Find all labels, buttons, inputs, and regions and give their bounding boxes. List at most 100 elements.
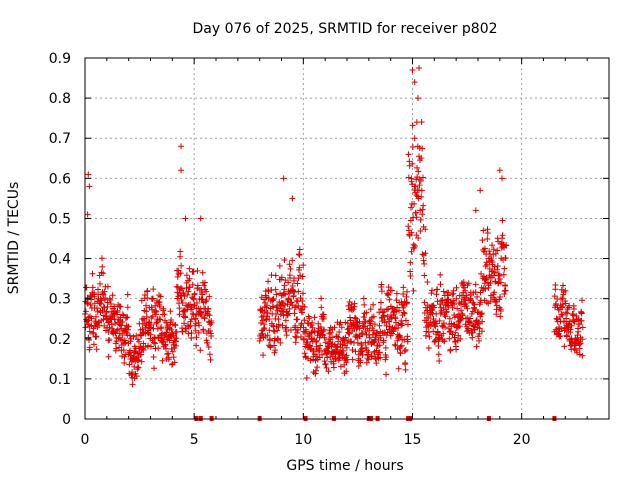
data-point [188, 329, 195, 336]
data-point [482, 276, 489, 283]
data-point [559, 312, 566, 319]
data-point [497, 313, 504, 320]
data-point [151, 365, 158, 372]
data-point [501, 288, 508, 295]
data-point [313, 337, 320, 344]
data-point [334, 343, 341, 350]
data-point [403, 293, 410, 300]
data-point [355, 362, 362, 369]
data-point [409, 160, 416, 167]
data-point [469, 329, 476, 336]
data-point [360, 295, 367, 302]
data-point [461, 284, 468, 291]
data-point [317, 324, 324, 331]
data-point [401, 348, 408, 355]
y-tick-label: 0.8 [49, 91, 71, 107]
data-point [303, 328, 310, 335]
data-point [268, 322, 275, 329]
data-point [299, 290, 306, 297]
data-point [384, 292, 391, 299]
data-point [147, 343, 154, 350]
data-point [434, 329, 441, 336]
data-point [168, 317, 175, 324]
data-point [143, 302, 150, 309]
data-point [293, 334, 300, 341]
data-point [117, 303, 124, 310]
data-point [183, 272, 190, 279]
data-point [352, 314, 359, 321]
data-point [371, 321, 378, 328]
data-point [456, 323, 463, 330]
data-point [483, 299, 490, 306]
data-point [386, 296, 393, 303]
data-point [478, 310, 485, 317]
data-point [457, 316, 464, 323]
data-point [204, 339, 211, 346]
data-point [281, 256, 288, 263]
data-point [553, 300, 560, 307]
data-point [295, 251, 302, 258]
data-point [394, 337, 401, 344]
data-point [272, 347, 279, 354]
data-point [169, 348, 176, 355]
data-point [416, 182, 423, 189]
data-point [354, 340, 361, 347]
data-point [449, 304, 456, 311]
data-point [385, 284, 392, 291]
data-point [85, 334, 92, 341]
data-point [358, 348, 365, 355]
data-point [168, 326, 175, 333]
data-point [157, 293, 164, 300]
data-point [579, 297, 586, 304]
data-point [386, 318, 393, 325]
data-point [404, 338, 411, 345]
data-point [195, 329, 202, 336]
data-point [199, 289, 206, 296]
data-point [377, 299, 384, 306]
data-point [451, 301, 458, 308]
data-point [422, 226, 429, 233]
data-point [277, 311, 284, 318]
data-point [303, 374, 310, 381]
data-point [382, 344, 389, 351]
data-point [278, 274, 285, 281]
data-point [174, 273, 181, 280]
data-point [94, 305, 101, 312]
data-point [419, 251, 426, 258]
data-point [173, 335, 180, 342]
data-point [404, 299, 411, 306]
data-point [179, 328, 186, 335]
data-point [405, 151, 412, 158]
data-point [176, 305, 183, 312]
data-point [377, 354, 384, 361]
data-point [284, 301, 291, 308]
data-point [440, 330, 447, 337]
data-point [275, 316, 282, 323]
data-point [400, 291, 407, 298]
data-point [569, 311, 576, 318]
data-point [365, 356, 372, 363]
data-point [138, 358, 145, 365]
data-point [99, 307, 106, 314]
data-point [497, 279, 504, 286]
data-point [201, 279, 208, 286]
data-point [346, 314, 353, 321]
data-point [198, 287, 205, 294]
data-point [410, 287, 417, 294]
data-point [432, 323, 439, 330]
data-point [266, 327, 273, 334]
data-point [297, 272, 304, 279]
data-point [290, 287, 297, 294]
data-point [283, 332, 290, 339]
data-point [445, 289, 452, 296]
data-point [406, 232, 413, 239]
axis-ticks [84, 57, 609, 420]
data-point [130, 333, 137, 340]
y-tick-label: 0.9 [49, 51, 71, 67]
data-point [376, 349, 383, 356]
data-point [121, 359, 128, 366]
data-point [329, 334, 336, 341]
data-point [415, 235, 422, 242]
data-point [296, 246, 303, 253]
data-point [278, 308, 285, 315]
